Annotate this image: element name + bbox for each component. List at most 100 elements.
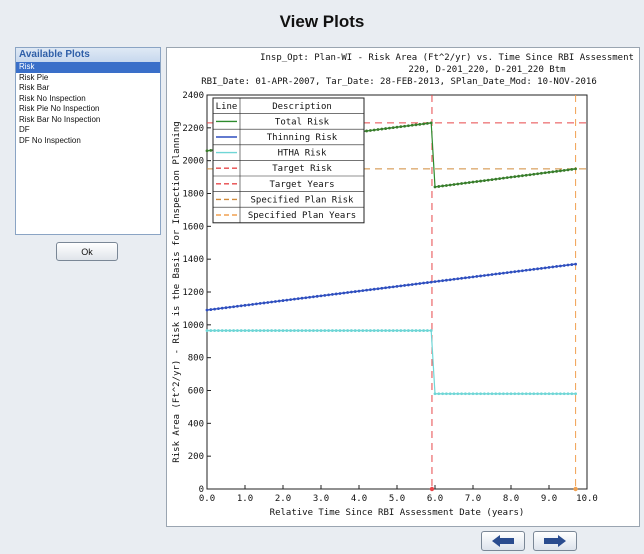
forward-button[interactable]: [533, 531, 577, 551]
series-point: [308, 295, 311, 299]
plot-list-item[interactable]: Risk Pie No Inspection: [19, 104, 100, 113]
series-point: [395, 125, 399, 129]
series-point: [258, 329, 262, 332]
series-point: [551, 392, 555, 396]
series-point: [494, 177, 498, 181]
series-point: [346, 329, 349, 332]
series-point: [536, 267, 539, 271]
series-point: [243, 303, 247, 307]
series-point: [547, 392, 551, 396]
series-point: [517, 392, 520, 396]
series-point: [274, 300, 277, 303]
chart-title-line: Insp_Opt: Plan-WI - Risk Area (Ft^2/yr) …: [260, 53, 634, 63]
series-point: [255, 302, 258, 306]
x-tick-label: 4.0: [351, 494, 367, 504]
series-point: [410, 329, 414, 332]
y-tick-label: 2200: [182, 124, 204, 134]
series-point: [376, 287, 380, 291]
plot-list-item[interactable]: Risk Pie: [19, 72, 49, 82]
series-point: [266, 329, 270, 332]
series-point: [441, 184, 444, 188]
plot-list-item[interactable]: Risk Bar No Inspection: [19, 114, 101, 124]
series-point: [407, 124, 410, 128]
series-point: [376, 128, 380, 131]
series-point: [559, 169, 562, 173]
series-point: [228, 305, 232, 309]
series-point: [228, 329, 232, 332]
series-point: [475, 180, 479, 183]
legend-header: Line: [216, 102, 238, 112]
series-point: [456, 277, 460, 281]
series-point: [209, 148, 213, 152]
series-point: [418, 329, 422, 332]
series-point: [414, 282, 418, 286]
series-point: [498, 392, 501, 396]
series-point: [464, 181, 467, 185]
legend-label: Thinning Risk: [267, 133, 338, 143]
series-point: [346, 291, 349, 294]
series-point: [441, 279, 444, 283]
series-point: [384, 329, 387, 332]
series-point: [361, 289, 365, 293]
series-point: [300, 329, 304, 332]
series-point: [543, 171, 547, 175]
series-point: [570, 392, 574, 396]
series-point: [289, 329, 292, 332]
series-point: [395, 329, 399, 332]
y-tick-label: 600: [188, 387, 204, 397]
series-point: [399, 284, 403, 288]
series-point: [304, 296, 308, 300]
series-point: [433, 280, 437, 284]
series-point: [452, 183, 456, 186]
series-point: [372, 128, 376, 132]
series-point: [570, 167, 574, 171]
plot-list-item[interactable]: Risk No Inspection: [19, 93, 86, 103]
y-tick-label: 200: [188, 452, 204, 462]
series-point: [369, 329, 372, 332]
series-point: [281, 329, 285, 332]
series-point: [536, 392, 539, 396]
series-point: [308, 329, 311, 332]
series-point: [486, 273, 490, 277]
series-line: [430, 330, 436, 394]
series-point: [323, 293, 327, 297]
series-point: [547, 170, 551, 174]
series-point: [528, 392, 532, 396]
plot-list-item[interactable]: Risk Bar: [19, 83, 50, 92]
series-point: [566, 168, 570, 172]
plot-list-item[interactable]: DF No Inspection: [19, 135, 81, 145]
series-point: [239, 329, 243, 332]
series-point: [350, 290, 353, 294]
series-point: [498, 177, 501, 181]
series-point: [460, 392, 463, 396]
series-point: [380, 286, 384, 290]
series-point: [483, 274, 486, 277]
back-button[interactable]: [481, 531, 525, 551]
series-point: [559, 392, 562, 396]
series-point: [422, 281, 425, 285]
plot-list-item[interactable]: DF: [19, 125, 30, 134]
series-point: [562, 392, 566, 396]
series-point: [528, 173, 532, 177]
series-point: [505, 392, 509, 396]
arrow-left-icon: [492, 535, 514, 547]
series-point: [437, 185, 441, 188]
series-point: [521, 392, 524, 396]
series-point: [445, 278, 448, 282]
series-point: [433, 185, 437, 189]
series-point: [285, 298, 289, 302]
series-point: [331, 329, 334, 332]
series-point: [445, 392, 448, 396]
series-point: [521, 174, 524, 178]
available-plots-list: Risk Risk Pie Risk Bar Risk No Inspection Ri…: [16, 62, 160, 146]
series-point: [543, 266, 547, 270]
plot-list-item[interactable]: Risk: [16, 62, 160, 73]
series-point: [524, 268, 528, 272]
series-point: [494, 272, 498, 276]
series-point: [281, 299, 285, 302]
x-tick-label: 3.0: [313, 494, 329, 504]
y-tick-label: 1200: [182, 288, 204, 298]
series-point: [509, 175, 513, 179]
ok-button[interactable]: Ok: [56, 242, 118, 261]
series-point: [300, 296, 304, 300]
